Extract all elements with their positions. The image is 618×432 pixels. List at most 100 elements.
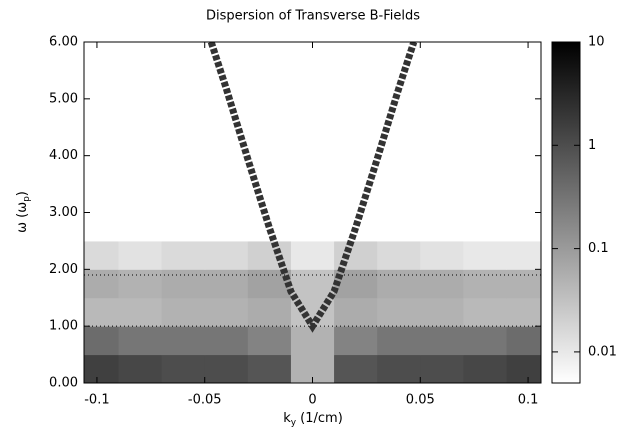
colorbar-tick-label: 1 (588, 138, 596, 153)
heat-cell (463, 269, 508, 299)
heat-cell (84, 297, 119, 327)
heat-cell (204, 184, 249, 213)
heat-cell (161, 42, 206, 71)
heat-cell (84, 98, 119, 128)
heat-cell (420, 155, 464, 185)
heat-cell (161, 212, 206, 242)
heat-cell (161, 269, 206, 299)
y-label-sub: p (22, 196, 32, 202)
heat-cell (118, 98, 163, 128)
heat-cell (420, 70, 464, 100)
heat-cell (506, 297, 541, 327)
heat-cell (204, 326, 249, 356)
heat-cell (377, 212, 421, 242)
heat-cell (334, 184, 378, 213)
heat-cell (204, 155, 249, 185)
heat-cell (118, 70, 163, 100)
heat-cell (377, 326, 421, 356)
heat-cell (506, 42, 541, 71)
heat-cell (161, 184, 206, 213)
heat-cell (84, 269, 119, 299)
heat-cell (334, 240, 378, 270)
heat-cell (506, 212, 541, 242)
heat-cell (420, 354, 464, 383)
heat-cell (290, 155, 335, 185)
heat-cell (420, 184, 464, 213)
heat-cell (118, 297, 163, 327)
heat-cell (84, 127, 119, 157)
y-label-main: ω (ω (15, 202, 30, 233)
heat-cell (247, 269, 292, 299)
x-label-sub: y (291, 418, 297, 428)
heat-cell (334, 269, 378, 299)
heat-cell (377, 297, 421, 327)
heat-cell (377, 240, 421, 270)
heat-cell (334, 127, 378, 157)
heat-cell (420, 297, 464, 327)
heat-cell (506, 70, 541, 100)
heat-cell (84, 212, 119, 242)
y-axis-label: ω (ωp) (15, 191, 32, 233)
heat-cell (118, 184, 163, 213)
heat-cell (506, 240, 541, 270)
heat-cell (420, 42, 464, 71)
x-label-rest: (1/cm) (296, 411, 343, 426)
heat-cell (290, 184, 335, 213)
heat-cell (118, 269, 163, 299)
heat-cell (463, 127, 508, 157)
heat-cell (84, 184, 119, 213)
x-tick-label: 0.05 (406, 393, 435, 408)
heat-cell (377, 155, 421, 185)
heat-cell (463, 212, 508, 242)
heat-cell (161, 127, 206, 157)
heat-cell (84, 240, 119, 270)
heat-cell (290, 269, 335, 299)
heat-cell (247, 354, 292, 383)
heat-cell (420, 240, 464, 270)
heat-cell (506, 269, 541, 299)
heat-cell (84, 42, 119, 71)
heat-cell (463, 240, 508, 270)
x-tick-label: -0.05 (188, 393, 222, 408)
heat-cell (161, 240, 206, 270)
heat-cell (247, 297, 292, 327)
heat-cell (463, 155, 508, 185)
heat-cell (506, 354, 541, 383)
heat-cell (377, 269, 421, 299)
heat-cell (506, 155, 541, 185)
y-tick-label: 1.00 (49, 319, 78, 334)
heat-cell (463, 42, 508, 71)
heat-cell (506, 326, 541, 356)
heat-cell (247, 184, 292, 213)
chart-title: Dispersion of Transverse B-Fields (206, 9, 420, 24)
heat-cell (118, 127, 163, 157)
heat-cell (290, 240, 335, 270)
colorbar (551, 41, 581, 384)
y-tick-label: 0.00 (49, 376, 78, 391)
heat-cell (377, 42, 421, 71)
heat-cell (334, 98, 378, 128)
heat-cell (84, 354, 119, 383)
heat-cell (420, 98, 464, 128)
heat-cell (247, 127, 292, 157)
x-label-main: k (283, 411, 291, 426)
heat-cell (204, 297, 249, 327)
colorbar-tick-label: 10 (588, 35, 605, 50)
heat-cell (463, 297, 508, 327)
heat-cell (463, 354, 508, 383)
x-axis-label: ky (1/cm) (283, 411, 343, 428)
x-tick-label: 0.1 (518, 393, 539, 408)
heat-cell (118, 240, 163, 270)
heat-cell (161, 155, 206, 185)
heat-cell (118, 354, 163, 383)
heat-cell (247, 326, 292, 356)
heat-cell (161, 98, 206, 128)
heat-cell (161, 326, 206, 356)
heat-cell (420, 326, 464, 356)
heat-cell (84, 70, 119, 100)
heat-cell (463, 184, 508, 213)
heat-cell (463, 70, 508, 100)
heat-cell (204, 98, 249, 128)
heat-cell (377, 354, 421, 383)
